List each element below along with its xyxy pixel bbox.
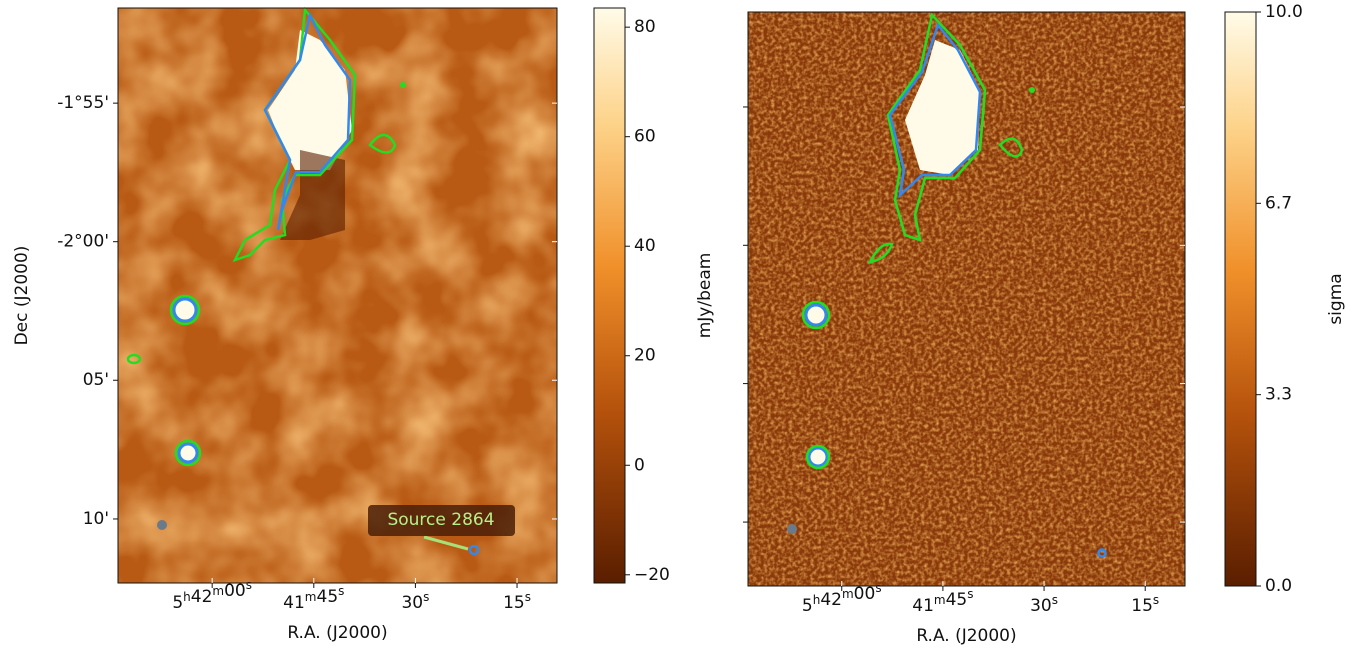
colorbar-tick-label: 0 [634,455,645,475]
colorbar-tick-label: 10.0 [1265,2,1303,22]
x-tick-label: 41m45s [912,587,973,617]
colorbar-tick-label: 6.7 [1265,193,1292,213]
colorbar [593,7,626,584]
annotation: Source 2864 [387,510,494,530]
x-axis-label: R.A. (J2000) [287,623,387,643]
y-tick-label: 05' [83,370,109,390]
x-tick-label: 30s [1030,593,1058,617]
colorbar-label: sigma [1326,273,1346,324]
colorbar-tick-label: 20 [634,346,656,366]
colorbar-tick-label: −20 [634,565,670,585]
colorbar-tick-label: 40 [634,236,656,256]
y-axis-label: Dec (J2000) [12,246,32,346]
x-axis-label: R.A. (J2000) [916,626,1016,646]
sky-image-left [118,6,557,583]
y-tick-label: 10' [83,509,109,529]
axes-frame [117,7,558,584]
colorbar [1224,11,1257,587]
x-tick-label: 15s [503,590,531,614]
sky-image-right [748,12,1185,586]
x-tick-label: 15s [1131,593,1159,617]
colorbar-tick-label: 60 [634,127,656,147]
y-tick-label: -1°55' [57,93,109,113]
colorbar-tick-label: 3.3 [1265,385,1292,405]
colorbar-tick-label: 0.0 [1265,576,1292,596]
axes-frame [747,11,1186,587]
y-tick-label: -2°00' [57,232,109,252]
x-tick-label: 5h42m00s [802,581,882,617]
colorbar-label: mJy/beam [695,253,715,339]
x-tick-label: 30s [401,590,429,614]
x-tick-label: 41m45s [283,584,344,614]
colorbar-tick-label: 80 [634,17,656,37]
x-tick-label: 5h42m00s [172,578,252,614]
